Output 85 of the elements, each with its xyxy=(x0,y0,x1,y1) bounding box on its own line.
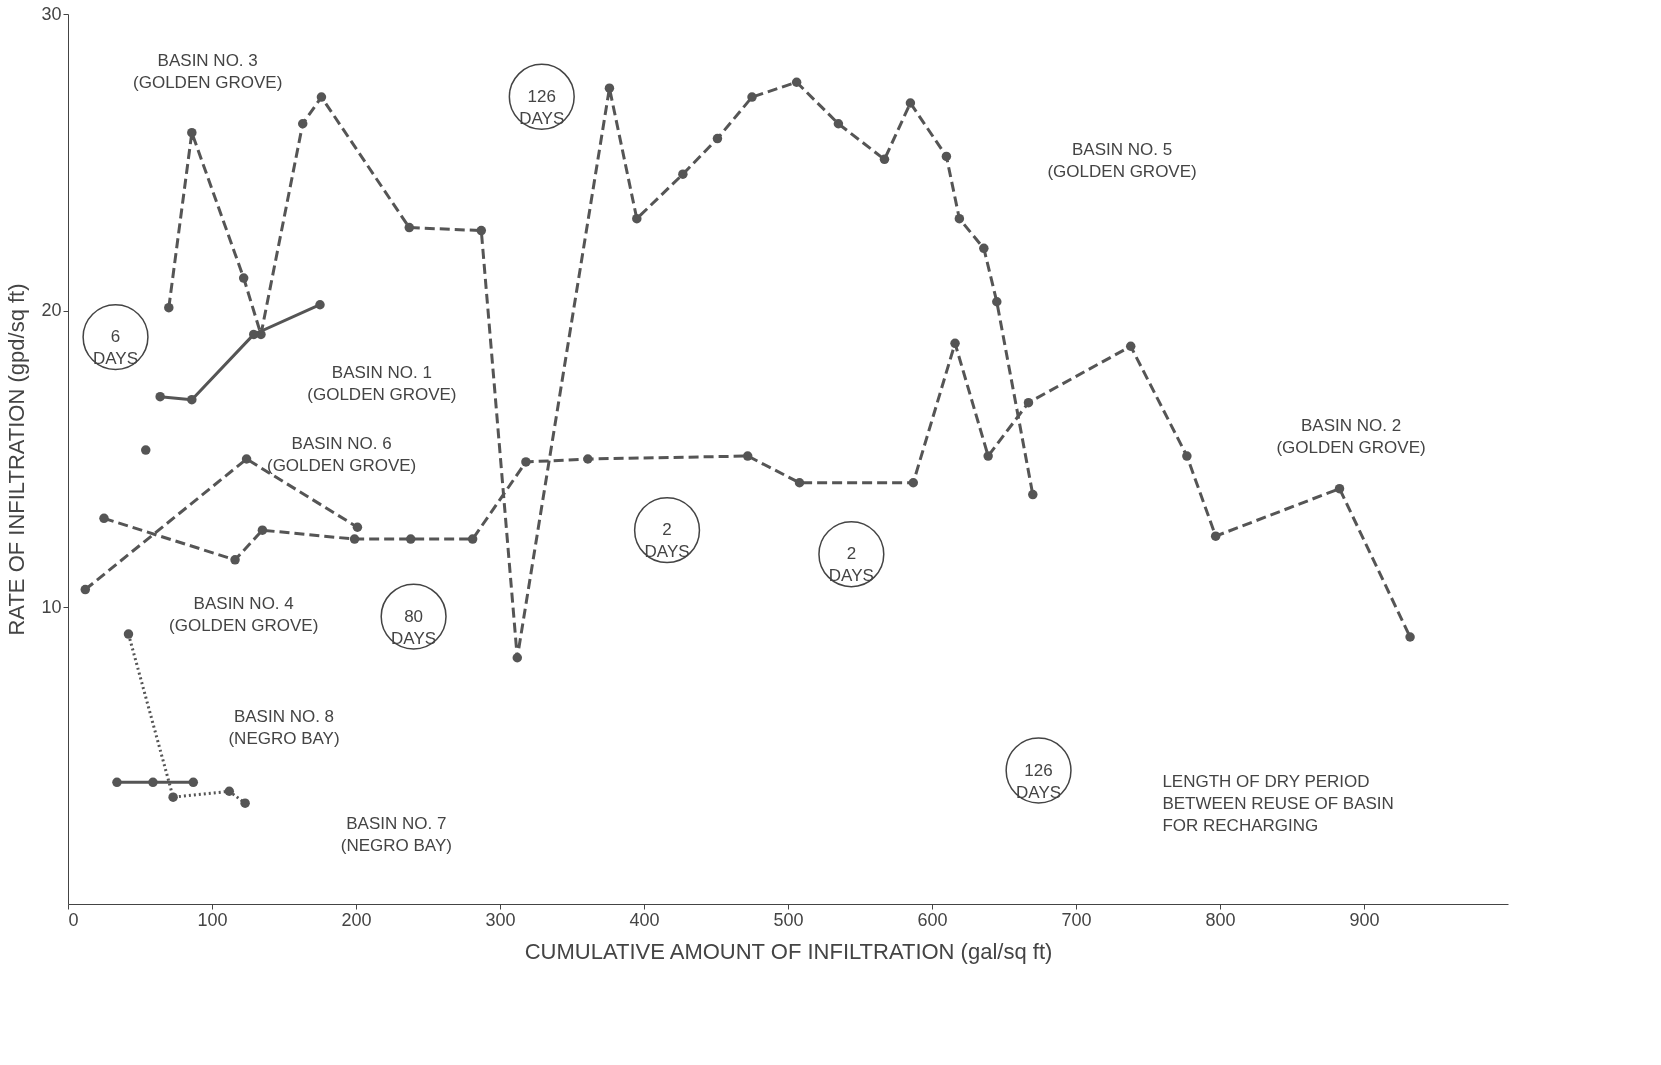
annotation: BASIN NO. 7 (NEGRO BAY) xyxy=(340,813,452,855)
annotation: BASIN NO. 4 (GOLDEN GROVE) xyxy=(169,594,319,636)
point xyxy=(249,329,259,340)
point xyxy=(80,584,91,595)
point xyxy=(742,451,753,461)
point xyxy=(238,273,249,283)
point xyxy=(979,243,989,254)
annotation: BASIN NO. 8 (NEGRO BAY) xyxy=(228,707,340,749)
x-tick-label: 800 xyxy=(1205,909,1236,930)
point xyxy=(583,454,593,464)
x-axis-title: CUMULATIVE AMOUNT OF INFILTRATION (gal/sq ft) xyxy=(524,938,1053,964)
point xyxy=(476,225,487,236)
point xyxy=(349,534,360,544)
point xyxy=(241,454,252,464)
point xyxy=(188,777,199,788)
point xyxy=(240,798,250,808)
point xyxy=(908,478,919,488)
point xyxy=(352,522,363,532)
annotation: BASIN NO. 6 (GOLDEN GROVE) xyxy=(266,433,417,475)
point xyxy=(257,525,268,535)
point xyxy=(678,169,688,179)
annotation: 6 DAYS xyxy=(93,327,139,369)
annotation: 126 DAYS xyxy=(519,86,565,128)
y-tick-label: 30 xyxy=(41,3,62,24)
point xyxy=(632,213,642,224)
point xyxy=(712,133,723,144)
annotation: LENGTH OF DRY PERIOD BETWEEN REUSE OF BASIN FOR RECHARGING xyxy=(1162,772,1394,836)
point xyxy=(512,653,523,663)
annotation: 2 DAYS xyxy=(828,544,874,586)
point xyxy=(521,457,531,467)
point xyxy=(905,98,916,108)
point xyxy=(316,92,327,102)
x-tick-label: 300 xyxy=(485,909,516,930)
point xyxy=(794,478,805,488)
point xyxy=(983,451,993,461)
point xyxy=(230,555,240,565)
x-tick-label: 400 xyxy=(629,909,660,930)
point xyxy=(791,77,802,87)
point xyxy=(187,127,197,138)
point xyxy=(950,338,960,349)
x-tick-label: 200 xyxy=(341,909,372,930)
point xyxy=(1182,451,1192,461)
x-tick-label: 500 xyxy=(773,909,804,930)
point xyxy=(941,151,952,162)
x-tick-label: 900 xyxy=(1349,909,1380,930)
point xyxy=(112,777,122,788)
annotation: 126 DAYS xyxy=(1016,760,1062,802)
point xyxy=(168,792,178,802)
y-tick-label: 10 xyxy=(41,596,62,617)
point xyxy=(1405,632,1415,642)
point xyxy=(187,394,197,405)
point xyxy=(833,119,844,129)
y-tick-label: 20 xyxy=(41,300,62,321)
annotation: 2 DAYS xyxy=(644,520,690,562)
point xyxy=(1334,483,1345,494)
point xyxy=(164,302,174,313)
annotation: 80 DAYS xyxy=(391,606,437,648)
point xyxy=(992,297,1002,307)
y-axis-title: RATE OF INFILTRATION (gpd/sq ft) xyxy=(4,283,30,636)
point xyxy=(315,300,325,310)
x-tick-label: 700 xyxy=(1061,909,1092,930)
x-tick-label: 100 xyxy=(197,909,228,930)
point xyxy=(123,629,134,639)
annotation: BASIN NO. 2 (GOLDEN GROVE) xyxy=(1276,416,1426,458)
annotation: BASIN NO. 3 (GOLDEN GROVE) xyxy=(133,51,283,93)
point xyxy=(148,777,158,788)
point xyxy=(1028,489,1038,500)
annotation: BASIN NO. 1 (GOLDEN GROVE) xyxy=(307,362,457,404)
x-tick-label: 600 xyxy=(917,909,948,930)
point xyxy=(467,534,478,544)
point xyxy=(879,154,890,165)
point xyxy=(405,534,416,544)
point xyxy=(1125,341,1136,351)
point xyxy=(747,92,757,102)
annotation: BASIN NO. 5 (GOLDEN GROVE) xyxy=(1047,140,1197,182)
point xyxy=(1210,531,1221,541)
x-tick-label: 0 xyxy=(68,909,79,930)
point xyxy=(404,222,415,233)
point xyxy=(297,119,308,129)
point xyxy=(155,391,165,402)
point xyxy=(99,513,109,524)
point xyxy=(224,786,235,796)
point xyxy=(1023,397,1034,408)
point xyxy=(604,83,615,93)
point xyxy=(954,213,965,224)
